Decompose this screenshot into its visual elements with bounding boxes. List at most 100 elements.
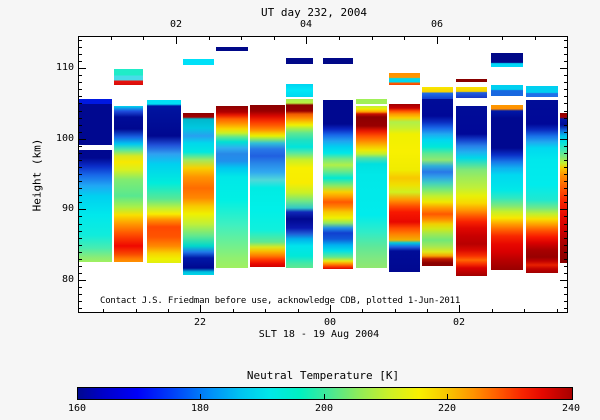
left-minor-tick [78, 195, 82, 197]
left-minor-tick [78, 174, 82, 175]
left-minor-tick [78, 117, 82, 119]
heatmap-column-segment [491, 85, 523, 96]
heatmap-column-segment [250, 105, 285, 267]
heatmap-column-segment [323, 58, 353, 64]
left-minor-tick [78, 244, 82, 246]
heatmap-column-segment [356, 99, 387, 104]
colorbar-tick-label: 200 [314, 403, 334, 414]
left-major-tick [78, 209, 86, 210]
heatmap-column-segment [114, 69, 143, 85]
left-minor-tick [78, 230, 82, 232]
heatmap-column-segment [183, 113, 214, 275]
top-minor-tick [502, 36, 503, 40]
heatmap-column-segment [78, 104, 112, 145]
left-tick-label: 100 [55, 133, 74, 144]
heatmap-column-segment [456, 79, 487, 82]
left-minor-tick [78, 237, 82, 239]
right-minor-tick [564, 75, 568, 77]
colorbar-tick-label: 220 [437, 403, 457, 414]
heatmap-column-segment [286, 84, 313, 97]
colorbar-tick-label: 180 [190, 403, 210, 414]
top-minor-tick [241, 36, 242, 40]
colorbar-inner-tick [447, 394, 448, 399]
left-minor-tick [78, 103, 82, 105]
left-minor-tick [78, 216, 82, 218]
left-tick-label: 90 [61, 203, 74, 214]
right-minor-tick [564, 287, 568, 289]
heatmap-column-segment [526, 86, 558, 97]
bottom-minor-tick [298, 309, 299, 313]
heatmap-column-segment [216, 47, 248, 51]
top-major-tick [176, 36, 177, 44]
right-minor-tick [564, 244, 568, 246]
bottom-axis-title: SLT 18 - 19 Aug 2004 [258, 329, 380, 340]
bottom-minor-tick [265, 309, 266, 313]
right-minor-tick [564, 124, 568, 126]
right-minor-tick [564, 181, 568, 183]
colorbar-title: Neutral Temperature [K] [246, 369, 400, 382]
heatmap-column-segment [183, 59, 214, 65]
left-minor-tick [78, 308, 82, 310]
heatmap-column-segment [491, 105, 523, 270]
right-major-tick [560, 139, 568, 140]
right-minor-tick [564, 117, 568, 119]
left-minor-tick [78, 61, 82, 62]
left-minor-tick [78, 272, 82, 274]
right-minor-tick [564, 110, 568, 112]
left-major-tick [78, 280, 86, 281]
right-minor-tick [564, 167, 568, 168]
right-minor-tick [564, 174, 568, 175]
heatmap-column-segment [389, 104, 420, 272]
right-minor-tick [564, 159, 568, 161]
bottom-minor-tick [362, 309, 363, 313]
right-minor-tick [564, 301, 568, 303]
top-major-tick [306, 36, 307, 44]
colorbar-inner-tick [200, 394, 201, 399]
right-major-tick [560, 209, 568, 210]
bottom-minor-tick [168, 309, 169, 313]
left-minor-tick [78, 251, 82, 253]
heatmap-column-segment [389, 73, 420, 85]
right-minor-tick [564, 251, 568, 253]
top-minor-tick [404, 36, 405, 40]
plot-annotation: Contact J.S. Friedman before use, acknow… [100, 296, 461, 306]
left-major-tick [78, 139, 86, 140]
left-minor-tick [78, 167, 82, 168]
heatmap-column-segment [216, 106, 248, 268]
right-minor-tick [564, 258, 568, 260]
top-minor-tick [339, 36, 340, 40]
right-minor-tick [564, 145, 568, 147]
left-tick-label: 80 [61, 274, 74, 285]
top-minor-tick [372, 36, 373, 40]
heatmap-column-segment [456, 87, 487, 98]
left-minor-tick [78, 294, 82, 296]
bottom-minor-tick [136, 309, 137, 313]
heatmap-column-segment [456, 106, 487, 276]
heatmap-column-segment [286, 58, 313, 64]
right-minor-tick [564, 195, 568, 197]
heatmap-column-segment [323, 100, 353, 269]
colorbar-tick-label: 160 [67, 403, 87, 414]
left-minor-tick [78, 265, 82, 267]
left-minor-tick [78, 202, 82, 204]
left-minor-tick [78, 124, 82, 126]
right-minor-tick [564, 103, 568, 105]
right-minor-tick [564, 131, 568, 133]
right-minor-tick [564, 152, 568, 154]
right-minor-tick [564, 39, 568, 41]
left-minor-tick [78, 46, 82, 48]
left-minor-tick [78, 258, 82, 260]
left-minor-tick [78, 96, 82, 98]
heatmap-column-segment [114, 106, 143, 262]
heatmap-column-segment [356, 106, 387, 268]
heatmap-column-segment [78, 150, 112, 262]
colorbar-tick-label: 240 [561, 403, 581, 414]
right-minor-tick [564, 265, 568, 267]
left-minor-tick [78, 159, 82, 161]
left-major-tick [78, 68, 86, 69]
right-minor-tick [564, 272, 568, 274]
bottom-major-tick [330, 305, 331, 313]
colorbar [77, 387, 573, 400]
right-minor-tick [564, 223, 568, 225]
